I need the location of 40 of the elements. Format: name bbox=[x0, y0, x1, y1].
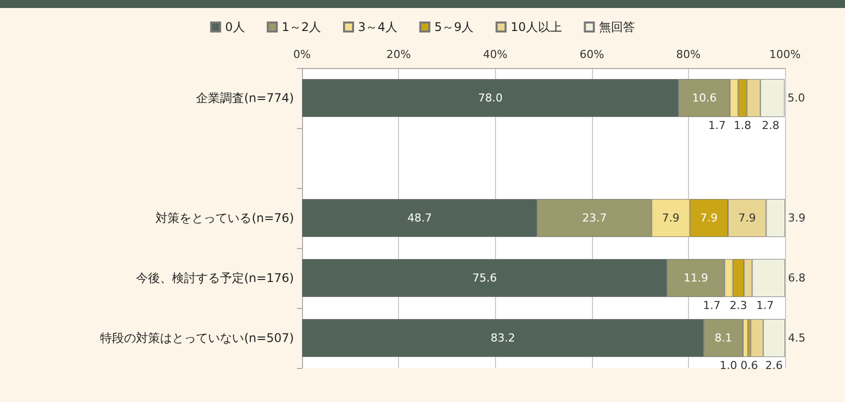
data-label: 23.7 bbox=[582, 212, 607, 224]
data-label: 4.5 bbox=[788, 332, 806, 344]
data-label: 0.6 bbox=[740, 359, 758, 372]
data-label: 1.7 bbox=[708, 119, 726, 132]
data-label: 2.8 bbox=[762, 119, 780, 132]
x-tick-label: 0% bbox=[293, 48, 311, 61]
y-tick-label: 特段の対策はとっていない(n=507) bbox=[100, 331, 294, 345]
data-label: 2.6 bbox=[765, 359, 783, 372]
x-tick-label: 60% bbox=[580, 48, 604, 61]
data-label: 2.3 bbox=[730, 299, 748, 312]
data-label: 7.9 bbox=[700, 212, 718, 224]
x-tick-label: 80% bbox=[676, 48, 701, 61]
data-label: 5.0 bbox=[788, 92, 806, 104]
data-label: 7.9 bbox=[738, 212, 756, 224]
legend-label: 0人 bbox=[225, 20, 245, 34]
x-tick-label: 20% bbox=[386, 48, 411, 61]
legend-label: 10人以上 bbox=[510, 20, 562, 34]
legend-label: 無回答 bbox=[598, 20, 635, 34]
data-label: 1.7 bbox=[702, 299, 720, 312]
x-tick-label: 40% bbox=[482, 48, 508, 61]
y-tick-label: 今後、検討する予定(n=176) bbox=[136, 271, 294, 285]
legend-label: 5～9人 bbox=[434, 20, 474, 34]
y-tick-label: 対策をとっている(n=76) bbox=[156, 211, 294, 225]
x-tick-label: 100% bbox=[769, 48, 801, 61]
legend-label: 3～4人 bbox=[358, 20, 398, 34]
data-label: 11.9 bbox=[684, 272, 708, 284]
data-label: 1.0 bbox=[720, 359, 738, 372]
data-label: 75.6 bbox=[472, 272, 497, 284]
legend-label: 1～2人 bbox=[282, 20, 322, 34]
data-label: 48.7 bbox=[407, 212, 432, 224]
data-label: 83.2 bbox=[490, 332, 516, 344]
data-label: 8.1 bbox=[714, 332, 732, 344]
data-label: 1.7 bbox=[756, 299, 774, 312]
data-label: 1.8 bbox=[734, 119, 752, 132]
data-label: 10.6 bbox=[692, 92, 717, 104]
data-label: 6.8 bbox=[788, 272, 806, 284]
data-label: 7.9 bbox=[662, 212, 680, 224]
data-label: 3.9 bbox=[788, 212, 806, 224]
y-tick-label: 企業調査(n=774) bbox=[196, 91, 294, 105]
data-label: 78.0 bbox=[478, 92, 503, 104]
